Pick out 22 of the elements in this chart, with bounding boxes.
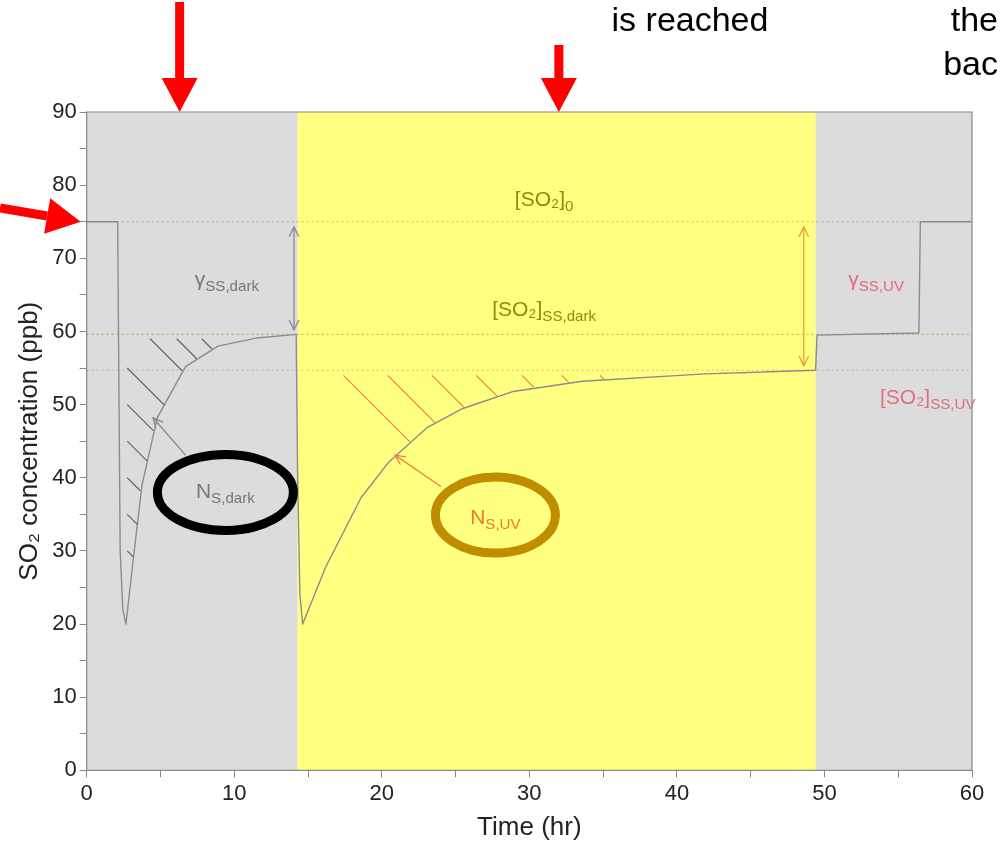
y-tick-label: 80 [52, 171, 77, 197]
text: the [950, 0, 998, 39]
y-axis-title: SO₂ concentration (ppb) [12, 301, 43, 581]
x-tick-label: 10 [221, 779, 247, 805]
y-tick-label: 0 [64, 756, 77, 782]
x-tick-label: 20 [369, 779, 395, 805]
text: is reached [611, 0, 769, 39]
y-tick-label: 70 [52, 244, 77, 270]
y-tick-label: 60 [52, 317, 77, 343]
x-tick-label: 50 [812, 779, 837, 805]
y-tick-label: 20 [52, 610, 77, 636]
y-tick-label: 90 [52, 98, 77, 124]
x-axis-title: Time (hr) [477, 810, 582, 841]
y-tick-label: 40 [52, 463, 77, 489]
x-tick-label: 30 [517, 779, 542, 805]
x-tick-label: 40 [664, 779, 690, 805]
y-tick-label: 30 [52, 537, 77, 562]
x-tick-label: 60 [959, 779, 985, 805]
x-tick-label: 0 [80, 779, 93, 805]
y-tick-label: 50 [52, 390, 77, 416]
text: bac [943, 44, 999, 83]
y-tick-label: 10 [52, 683, 77, 709]
